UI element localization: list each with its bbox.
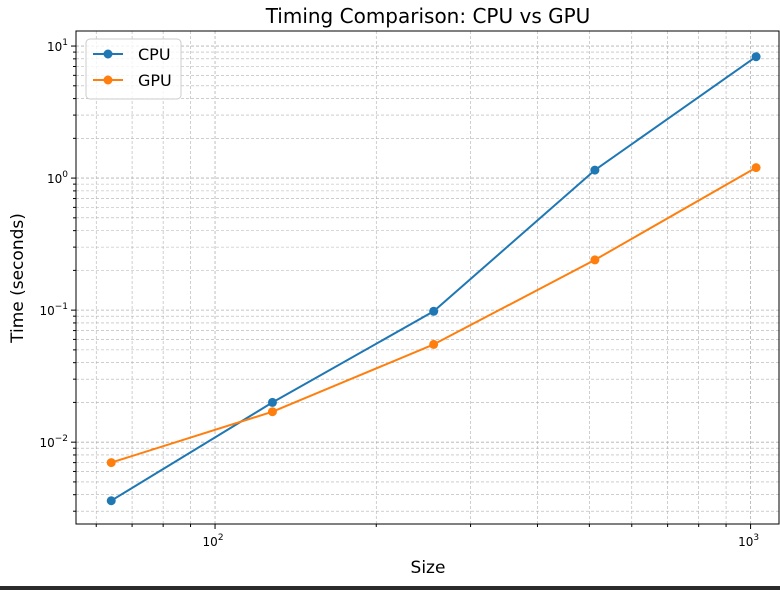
gpu-data-point xyxy=(267,407,277,417)
legend-gpu-label: GPU xyxy=(138,71,172,90)
window-bottom-edge xyxy=(0,586,780,590)
y-tick-label: 100 xyxy=(47,170,68,186)
legend: CPU GPU xyxy=(85,38,182,100)
legend-gpu-marker xyxy=(103,75,113,85)
y-tick-label: 101 xyxy=(47,38,68,54)
x-tick-label: 103 xyxy=(738,533,759,549)
gpu-data-point xyxy=(106,458,116,468)
cpu-data-point xyxy=(751,52,761,62)
cpu-data-point xyxy=(267,397,277,407)
gpu-data-point xyxy=(590,255,600,265)
legend-cpu-marker xyxy=(103,49,113,59)
legend-cpu-label: CPU xyxy=(138,45,171,64)
gpu-data-point xyxy=(751,163,761,173)
gpu-data-point xyxy=(429,339,439,349)
series-layer xyxy=(106,52,761,506)
cpu-data-point xyxy=(590,165,600,175)
x-tick-label: 102 xyxy=(203,533,224,549)
y-tick-label: 10−2 xyxy=(39,434,68,450)
minor-grid xyxy=(76,31,779,524)
plot-frame xyxy=(75,30,780,525)
cpu-data-point xyxy=(429,306,439,316)
cpu-data-point xyxy=(106,496,116,506)
chart-title: Timing Comparison: CPU vs GPU xyxy=(265,4,591,28)
cpu-series-line xyxy=(110,55,757,502)
y-tick-label: 10−1 xyxy=(39,302,68,318)
x-axis-label: Size xyxy=(411,558,446,578)
y-axis-label: Time (seconds) xyxy=(8,213,28,344)
axis-ticks: 102 103 10−2 10−1 100 101 xyxy=(39,38,759,549)
major-grid xyxy=(76,31,779,524)
